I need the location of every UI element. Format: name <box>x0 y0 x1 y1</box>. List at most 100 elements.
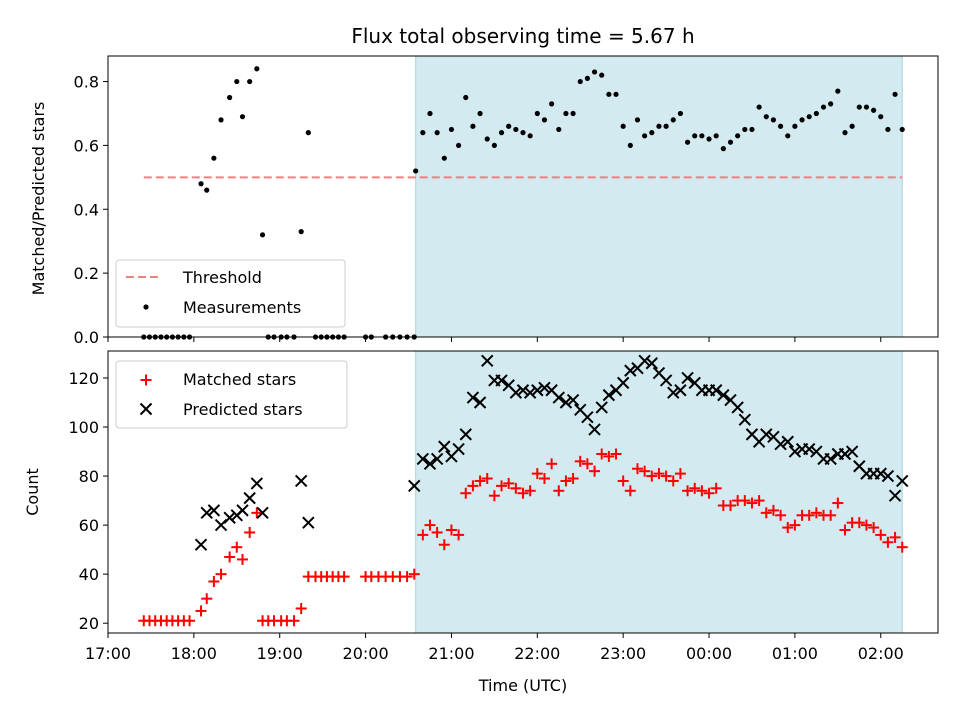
predicted-point-14 <box>423 457 437 471</box>
matched-point-51 <box>496 480 508 492</box>
matched-point-24 <box>295 602 307 614</box>
measurement-point-14 <box>234 78 240 85</box>
predicted-point-72-b <box>838 447 852 461</box>
matched-point-73 <box>653 468 665 480</box>
measurement-point-67 <box>613 91 619 97</box>
predicted-point-79 <box>888 489 902 502</box>
x-tick-label-9: 02:00 <box>858 644 904 663</box>
predicted-point-31-b <box>545 384 558 397</box>
predicted-point-2 <box>207 504 221 517</box>
measurement-point-81 <box>713 133 719 139</box>
matched-point-66 <box>603 450 615 462</box>
predicted-point-44 <box>638 354 651 368</box>
measurement-point-40 <box>420 130 426 136</box>
measurement-point-86 <box>749 126 755 133</box>
predicted-point-33-b <box>559 396 573 409</box>
predicted-point-47-b <box>659 374 673 387</box>
measurement-point-64 <box>591 69 598 75</box>
measurement-point-45 <box>456 142 462 149</box>
measurement-point-44 <box>448 126 455 133</box>
predicted-point-64 <box>781 435 794 448</box>
predicted-point-8-b <box>250 477 264 490</box>
measurement-point-46 <box>463 94 469 101</box>
predicted-point-72 <box>838 447 852 461</box>
measurement-point-75 <box>670 117 676 123</box>
predicted-point-1-b <box>200 506 213 520</box>
predicted-point-15-b <box>430 452 444 466</box>
matched-point-71 <box>639 465 651 477</box>
predicted-point-37-b <box>588 423 601 436</box>
measurement-point-76 <box>677 110 684 117</box>
x-tick-label-6: 23:00 <box>600 644 646 663</box>
bottom-y-tick-label-5: 120 <box>68 369 99 388</box>
predicted-point-32-b <box>552 391 565 404</box>
predicted-point-19 <box>459 428 472 441</box>
legend-x-marker-b <box>139 402 153 416</box>
matched-point-92 <box>789 519 801 531</box>
measurement-point-84 <box>735 133 741 139</box>
measurement-point-78 <box>692 133 698 139</box>
measurement-point-11 <box>211 155 217 161</box>
measurement-point-57 <box>541 117 548 123</box>
matched-point-58 <box>546 458 558 470</box>
x-tick-label-3: 20:00 <box>343 644 389 663</box>
matched-point-11 <box>208 576 220 588</box>
measurement-point-41 <box>427 110 433 117</box>
predicted-point-49-b <box>674 384 687 397</box>
top-legend-box <box>115 259 346 328</box>
measurement-point-97 <box>828 101 834 107</box>
measurement-point-91 <box>785 133 791 139</box>
predicted-point-4-b <box>223 511 236 524</box>
measurement-point-83 <box>727 139 734 145</box>
predicted-point-41 <box>616 376 630 390</box>
predicted-point-74-b <box>853 460 866 473</box>
predicted-point-48-b <box>667 386 680 399</box>
matched-point-53 <box>510 482 522 494</box>
x-tick-label-4: 21:00 <box>428 644 474 663</box>
matched-point-47 <box>467 480 479 492</box>
predicted-point-6 <box>236 504 249 517</box>
predicted-point-39 <box>602 388 616 402</box>
matched-point-106 <box>889 531 901 543</box>
matched-point-17 <box>251 507 263 519</box>
top-y-tick-label-3: 0.6 <box>74 136 99 155</box>
matched-point-42 <box>431 526 443 538</box>
legend-x-marker <box>139 402 153 416</box>
matched-point-75 <box>667 475 679 487</box>
measurement-point-53 <box>513 126 519 133</box>
predicted-point-7-b <box>243 491 256 505</box>
legend-matched-swatch <box>140 374 152 386</box>
predicted-point-68-b <box>810 445 823 458</box>
measurement-point-104 <box>878 114 884 120</box>
predicted-point-20 <box>466 391 480 404</box>
measurement-point-52 <box>506 123 512 129</box>
measurement-point-107 <box>899 126 905 133</box>
predicted-point-13 <box>416 452 430 466</box>
predicted-point-45 <box>645 357 659 370</box>
predicted-point-44-b <box>638 354 651 368</box>
matched-point-72 <box>646 470 658 482</box>
matched-point-14 <box>231 541 243 553</box>
predicted-point-73-b <box>845 445 859 458</box>
matched-point-48 <box>474 475 486 487</box>
predicted-point-38-b <box>595 401 608 414</box>
measurement-point-99 <box>842 130 848 136</box>
matched-point-41 <box>424 519 436 531</box>
matched-point-101 <box>853 517 865 529</box>
predicted-point-70 <box>824 452 837 466</box>
measurement-point-89 <box>770 117 777 123</box>
matched-point-79 <box>696 485 708 497</box>
predicted-point-55-b <box>717 388 730 402</box>
predicted-point-57 <box>731 401 744 414</box>
predicted-point-24 <box>495 374 508 387</box>
measurement-point-87 <box>756 104 762 110</box>
predicted-point-65-b <box>788 445 802 458</box>
predicted-point-0 <box>194 538 208 551</box>
matched-point-43 <box>438 539 450 551</box>
x-tick-label-5: 22:00 <box>514 644 560 663</box>
predicted-point-65 <box>788 445 802 458</box>
measurement-point-92 <box>792 123 798 129</box>
matched-point-49 <box>481 473 493 485</box>
predicted-point-56-b <box>724 393 737 407</box>
predicted-point-48 <box>667 386 680 399</box>
